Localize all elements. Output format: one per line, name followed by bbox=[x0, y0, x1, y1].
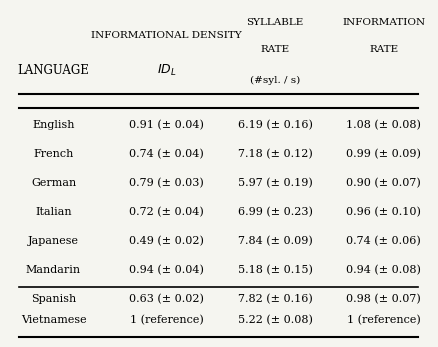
Text: 0.94 (± 0.08): 0.94 (± 0.08) bbox=[346, 265, 421, 276]
Text: (#syl. / s): (#syl. / s) bbox=[250, 76, 300, 85]
Text: RATE: RATE bbox=[369, 45, 398, 54]
Text: 7.84 (± 0.09): 7.84 (± 0.09) bbox=[238, 236, 312, 246]
Text: 5.97 (± 0.19): 5.97 (± 0.19) bbox=[238, 178, 312, 188]
Text: French: French bbox=[33, 149, 74, 159]
Text: 0.72 (± 0.04): 0.72 (± 0.04) bbox=[129, 207, 204, 218]
Text: Vietnamese: Vietnamese bbox=[21, 315, 86, 325]
Text: INFORMATION: INFORMATION bbox=[342, 18, 425, 26]
Text: 0.96 (± 0.10): 0.96 (± 0.10) bbox=[346, 207, 421, 218]
Text: 1.08 (± 0.08): 1.08 (± 0.08) bbox=[346, 120, 421, 130]
Text: 1 (reference): 1 (reference) bbox=[130, 315, 203, 325]
Text: 5.22 (± 0.08): 5.22 (± 0.08) bbox=[238, 315, 312, 325]
Text: Italian: Italian bbox=[35, 208, 72, 217]
Text: 6.19 (± 0.16): 6.19 (± 0.16) bbox=[238, 120, 312, 130]
Text: Spanish: Spanish bbox=[31, 294, 76, 304]
Text: Mandarin: Mandarin bbox=[26, 265, 81, 276]
Text: INFORMATIONAL DENSITY: INFORMATIONAL DENSITY bbox=[91, 31, 242, 40]
Text: 0.99 (± 0.09): 0.99 (± 0.09) bbox=[346, 149, 421, 160]
Text: 0.90 (± 0.07): 0.90 (± 0.07) bbox=[346, 178, 421, 188]
Text: 7.82 (± 0.16): 7.82 (± 0.16) bbox=[238, 294, 312, 305]
Text: 0.91 (± 0.04): 0.91 (± 0.04) bbox=[129, 120, 204, 130]
Text: $\mathit{ID}_L$: $\mathit{ID}_L$ bbox=[157, 63, 176, 78]
Text: 0.74 (± 0.06): 0.74 (± 0.06) bbox=[346, 236, 421, 246]
Text: 0.63 (± 0.02): 0.63 (± 0.02) bbox=[129, 294, 204, 305]
Text: LANGUAGE: LANGUAGE bbox=[18, 64, 89, 77]
Text: 6.99 (± 0.23): 6.99 (± 0.23) bbox=[238, 207, 312, 218]
Text: 0.74 (± 0.04): 0.74 (± 0.04) bbox=[129, 149, 204, 160]
Text: 0.94 (± 0.04): 0.94 (± 0.04) bbox=[129, 265, 204, 276]
Text: 0.49 (± 0.02): 0.49 (± 0.02) bbox=[129, 236, 204, 246]
Text: 0.79 (± 0.03): 0.79 (± 0.03) bbox=[129, 178, 204, 188]
Text: 7.18 (± 0.12): 7.18 (± 0.12) bbox=[238, 149, 312, 160]
Text: SYLLABLE: SYLLABLE bbox=[247, 18, 304, 26]
Text: English: English bbox=[32, 120, 75, 130]
Text: RATE: RATE bbox=[261, 45, 290, 54]
Text: Japanese: Japanese bbox=[28, 236, 79, 246]
Text: German: German bbox=[31, 178, 76, 188]
Text: 5.18 (± 0.15): 5.18 (± 0.15) bbox=[238, 265, 312, 276]
Text: 1 (reference): 1 (reference) bbox=[347, 315, 420, 325]
Text: 0.98 (± 0.07): 0.98 (± 0.07) bbox=[346, 294, 421, 305]
